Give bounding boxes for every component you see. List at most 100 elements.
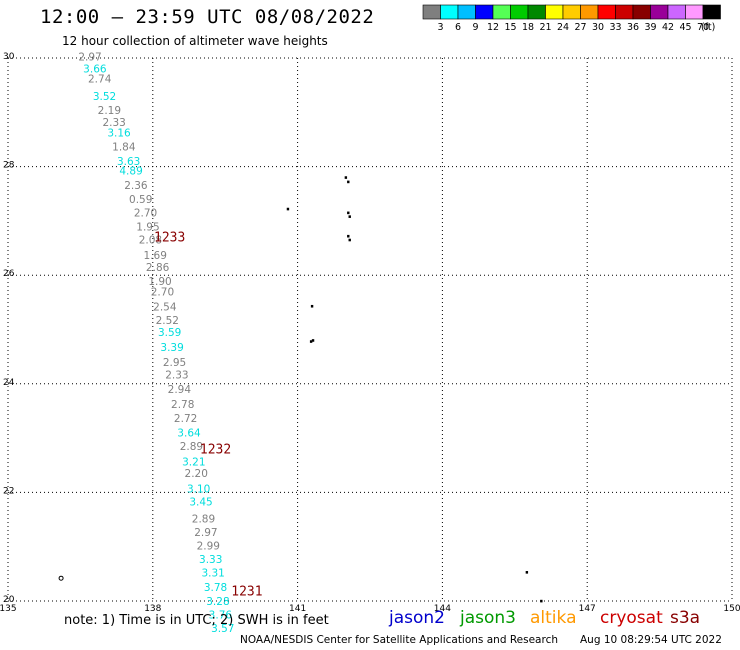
colorbar-tick-label: 21 — [539, 22, 551, 33]
y-tick-label: 30 — [3, 52, 15, 62]
colorbar-swatch — [615, 4, 634, 20]
wave-height-point: 2.97 — [194, 527, 217, 539]
wave-height-point: 2.74 — [88, 73, 112, 85]
track-labels: 1233 1232 1231 — [154, 231, 263, 600]
colorbar-swatch — [580, 4, 599, 20]
footer-note: note: 1) Time is in UTC; 2) SWH is in fe… — [64, 613, 329, 628]
wave-height-point: 2.08 — [139, 235, 162, 247]
colorbar-tick-label: 18 — [522, 22, 534, 33]
x-tick-label: 141 — [289, 604, 306, 614]
colorbar-swatch — [545, 4, 564, 20]
colorbar-tick-label: 39 — [644, 22, 656, 33]
satellite-altika: altika — [530, 608, 577, 628]
colorbar-swatch — [650, 4, 669, 20]
colorbar-swatch — [597, 4, 616, 20]
wave-height-point: 1.69 — [144, 250, 167, 262]
x-tick-label: 138 — [144, 604, 161, 614]
satellite-s3a: s3a — [670, 608, 701, 628]
wave-height-point: 4.89 — [119, 166, 142, 178]
colorbar-swatch — [440, 4, 459, 20]
colorbar-swatch — [527, 4, 546, 20]
wave-height-point: 2.36 — [124, 180, 148, 192]
wave-height-point: 3.78 — [204, 582, 227, 594]
colorbar-tick-label: 12 — [487, 22, 499, 33]
colorbar-swatch — [562, 4, 581, 20]
wave-height-point: 3.76 — [209, 609, 233, 621]
chart-subtitle: 12 hour collection of altimeter wave hei… — [62, 34, 328, 48]
colorbar-tick-label: 36 — [627, 22, 639, 33]
y-tick-label: 20 — [3, 595, 15, 605]
wave-height-point: 2.78 — [171, 399, 194, 411]
satellite-jason2: jason2 — [389, 608, 445, 628]
colorbar-tick-label: 45 — [679, 22, 691, 33]
land-point — [540, 599, 543, 603]
colorbar-tick-label: 15 — [504, 22, 516, 33]
island-marker — [58, 575, 64, 581]
colorbar-tick-label: 9 — [472, 22, 478, 33]
wave-height-point: 2.72 — [174, 413, 197, 425]
wave-height-point: 3.66 — [83, 64, 107, 76]
track-label: 1232 — [200, 442, 231, 457]
colorbar-tick-label: 27 — [574, 22, 586, 33]
wave-height-point: 3.28 — [206, 596, 229, 608]
wave-height-point: 2.89 — [180, 441, 203, 453]
land-points — [58, 176, 543, 603]
land-point — [286, 207, 290, 211]
wave-height-point: 2.54 — [153, 301, 177, 313]
wave-height-point: 2.99 — [197, 540, 220, 552]
colorbar-tick-label: 30 — [592, 22, 604, 33]
wave-height-point: 2.19 — [98, 105, 121, 117]
wave-height-point: 2.33 — [165, 369, 188, 381]
wave-height-point: 2.89 — [192, 513, 215, 525]
land-point — [347, 211, 350, 215]
colorbar-swatch — [702, 4, 721, 20]
colorbar-swatch — [632, 4, 651, 20]
colorbar-swatch — [667, 4, 686, 20]
colorbar-tick-label: 70 — [697, 22, 709, 33]
map-grid: 135 138 141 144 147 150 20 22 24 26 28 30 — [0, 52, 740, 614]
wave-height-points: 2.973.662.743.522.192.333.161.843.634.89… — [78, 52, 234, 635]
colorbar-tick-label: 33 — [609, 22, 621, 33]
y-tick-label: 28 — [3, 161, 15, 171]
x-tick-label: 150 — [723, 604, 740, 614]
y-tick-label: 24 — [3, 378, 15, 388]
footer-timestamp: Aug 10 08:29:54 UTC 2022 — [580, 634, 722, 646]
colorbar-swatch — [457, 4, 476, 20]
colorbar-tick-label: 6 — [455, 22, 461, 33]
colorbar-swatch — [475, 4, 494, 20]
x-tick-label: 147 — [579, 604, 596, 614]
wave-height-point: 2.20 — [185, 468, 208, 480]
satellite-jason3: jason3 — [460, 608, 516, 628]
land-point — [348, 238, 351, 242]
wave-height-point: 3.45 — [189, 496, 212, 508]
wave-height-point: 3.16 — [107, 128, 131, 140]
colorbar-swatch — [492, 4, 511, 20]
wave-height-point: 3.21 — [182, 456, 205, 468]
wave-height-point: 3.10 — [187, 483, 210, 495]
wave-height-point: 2.33 — [102, 117, 125, 129]
wave-height-point: 1.95 — [136, 222, 159, 234]
land-point — [311, 339, 315, 342]
wave-height-point: 2.97 — [78, 52, 101, 64]
y-tick-label: 22 — [3, 486, 14, 496]
colorbar-swatch — [685, 4, 704, 20]
colorbar-swatch — [510, 4, 529, 20]
footer-credit: NOAA/NESDIS Center for Satellite Applica… — [240, 634, 558, 646]
land-point — [348, 215, 351, 218]
wave-height-point: 2.70 — [134, 208, 157, 220]
x-tick-label: 144 — [434, 604, 451, 614]
colorbar-swatch — [422, 4, 441, 20]
wave-height-point: 3.39 — [160, 342, 183, 354]
land-point — [310, 304, 314, 308]
wave-height-point: 2.94 — [168, 384, 192, 396]
satellite-cryosat: cryosat — [600, 608, 663, 628]
wave-height-point: 1.90 — [148, 276, 171, 288]
land-point — [344, 176, 348, 179]
land-point — [347, 234, 350, 238]
wave-height-point: 3.33 — [199, 554, 222, 566]
track-label: 1231 — [231, 585, 262, 600]
land-point — [525, 571, 529, 574]
colorbar-tick-label: 24 — [557, 22, 569, 33]
colorbar-unit-label: (ft) — [701, 22, 715, 33]
wave-height-point: 2.52 — [156, 315, 179, 327]
